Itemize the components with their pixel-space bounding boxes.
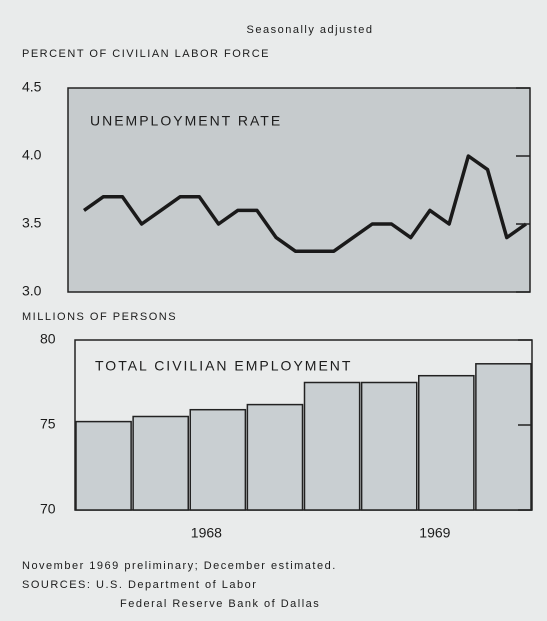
- plot-area: [67, 87, 531, 293]
- bar: [246, 403, 304, 511]
- y-tick-label: 4.0: [22, 147, 42, 163]
- bar: [75, 420, 132, 511]
- y-tick-label: 80: [40, 331, 56, 347]
- chart-title: UNEMPLOYMENT RATE: [90, 113, 282, 129]
- x-tick-label: 1969: [419, 525, 450, 541]
- bar: [475, 363, 532, 511]
- note: November 1969 preliminary; December esti…: [22, 560, 337, 572]
- line: [82, 154, 528, 253]
- x-tick-label: 1968: [191, 525, 222, 541]
- note: SOURCES: U.S. Department of Labor: [22, 579, 257, 591]
- subtitle: Seasonally adjusted: [247, 24, 374, 36]
- bar: [360, 381, 418, 511]
- axis-label: MILLIONS OF PERSONS: [22, 311, 177, 323]
- bar: [132, 415, 189, 511]
- note: Federal Reserve Bank of Dallas: [120, 598, 320, 610]
- axis-label: PERCENT OF CIVILIAN LABOR FORCE: [22, 48, 270, 60]
- y-tick-label: 75: [40, 416, 56, 432]
- y-tick-label: 70: [40, 501, 56, 517]
- chart-title: TOTAL CIVILIAN EMPLOYMENT: [95, 358, 352, 374]
- y-tick-label: 3.5: [22, 215, 42, 231]
- y-tick-label: 3.0: [22, 283, 42, 299]
- y-tick-label: 4.5: [22, 79, 42, 95]
- bar: [303, 381, 361, 511]
- bar: [418, 374, 475, 511]
- bar: [189, 408, 247, 511]
